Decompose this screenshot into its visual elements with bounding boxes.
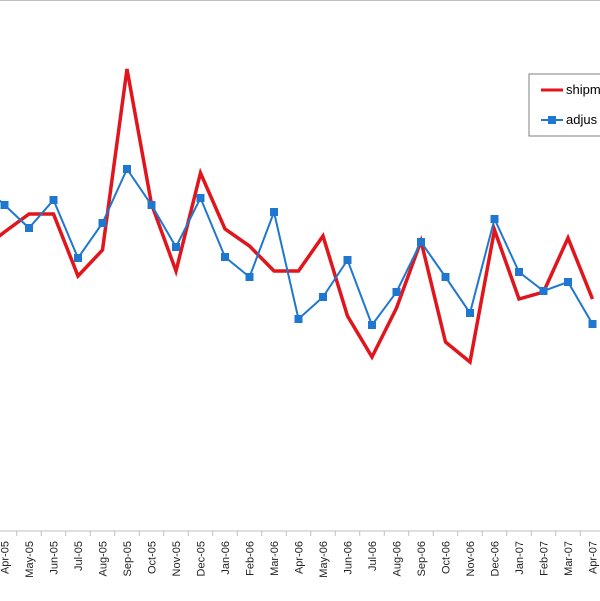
data-point-adjus-Mar-06 (270, 208, 278, 216)
legend: shipm adjus (528, 73, 600, 137)
data-point-adjus-Dec-05 (196, 194, 205, 202)
x-tick-label: Dec-05 (196, 541, 208, 576)
data-point-adjus-Feb-06 (245, 273, 254, 281)
x-tick-label: Jun-06 (343, 541, 355, 575)
data-point-adjus-May-06 (319, 293, 327, 301)
series-adjus (0, 165, 597, 329)
data-point-adjus-Jan-06 (221, 253, 229, 261)
data-point-adjus-Mar-07 (564, 278, 572, 286)
data-point-adjus-Jul-06 (368, 321, 376, 329)
data-point-adjus-Nov-06 (466, 309, 474, 317)
legend-label-shipm: shipm (566, 82, 600, 97)
x-tick-label: Aug-06 (392, 541, 404, 576)
x-tick-label: Apr-05 (0, 541, 12, 574)
x-tick-label: May-06 (318, 541, 330, 578)
data-point-adjus-Oct-05 (147, 201, 156, 209)
x-tick-label: Jan-06 (220, 541, 232, 575)
data-point-adjus-Aug-06 (392, 288, 401, 296)
x-tick-label: Apr-06 (294, 541, 306, 574)
x-tick-labels: Mar-05Apr-05May-05Jun-05Jul-05Aug-05Sep-… (0, 541, 600, 578)
data-point-adjus-Jun-06 (343, 256, 352, 264)
x-tick-marks (16, 531, 581, 536)
data-point-adjus-Nov-05 (172, 243, 180, 251)
series-line-adjus (0, 166, 594, 328)
data-point-adjus-May-05 (25, 224, 33, 232)
x-tick-label: Sep-06 (416, 541, 428, 576)
legend-marker-adjus (548, 116, 556, 124)
x-tick-label: May-05 (24, 541, 36, 578)
x-tick-label: Jul-06 (367, 541, 379, 571)
x-tick-label: Aug-05 (98, 541, 110, 576)
x-tick-label: Mar-06 (269, 541, 281, 576)
x-tick-label: Nov-05 (171, 541, 183, 576)
x-tick-label: Sep-05 (122, 541, 134, 576)
x-tick-label: Apr-07 (588, 541, 600, 574)
x-tick-label: Mar-07 (563, 541, 575, 576)
x-tick-label: Feb-07 (539, 541, 551, 576)
data-point-adjus-Sep-06 (417, 238, 425, 246)
data-point-adjus-Jan-07 (515, 268, 523, 276)
legend-box (528, 73, 600, 137)
data-point-adjus-Apr-06 (294, 315, 303, 323)
x-tick-label: Jan-07 (514, 541, 526, 575)
x-tick-label: Jul-05 (73, 541, 85, 571)
x-tick-label: Feb-06 (245, 541, 257, 576)
series-line-shipm (0, 68, 595, 366)
data-point-adjus-Feb-07 (539, 287, 548, 295)
data-point-adjus-Aug-05 (98, 219, 107, 227)
x-axis: Mar-05Apr-05May-05Jun-05Jul-05Aug-05Sep-… (0, 530, 600, 578)
series-layer (0, 68, 597, 366)
data-point-adjus-Apr-05 (0, 201, 9, 209)
data-point-adjus-Sep-05 (123, 165, 131, 173)
data-point-adjus-Jul-05 (74, 254, 82, 262)
x-tick-label: Oct-05 (147, 541, 159, 574)
data-point-adjus-Dec-06 (490, 215, 499, 223)
data-point-adjus-Oct-06 (441, 273, 450, 281)
legend-label-adjus: adjus (566, 112, 598, 127)
series-shipm (0, 68, 595, 366)
x-tick-label: Jun-05 (49, 541, 61, 575)
data-point-adjus-Apr-07 (588, 320, 597, 328)
data-point-adjus-Jun-05 (49, 196, 58, 204)
x-tick-label: Oct-06 (441, 541, 453, 574)
x-tick-label: Nov-06 (465, 541, 477, 576)
x-tick-label: Dec-06 (490, 541, 502, 576)
